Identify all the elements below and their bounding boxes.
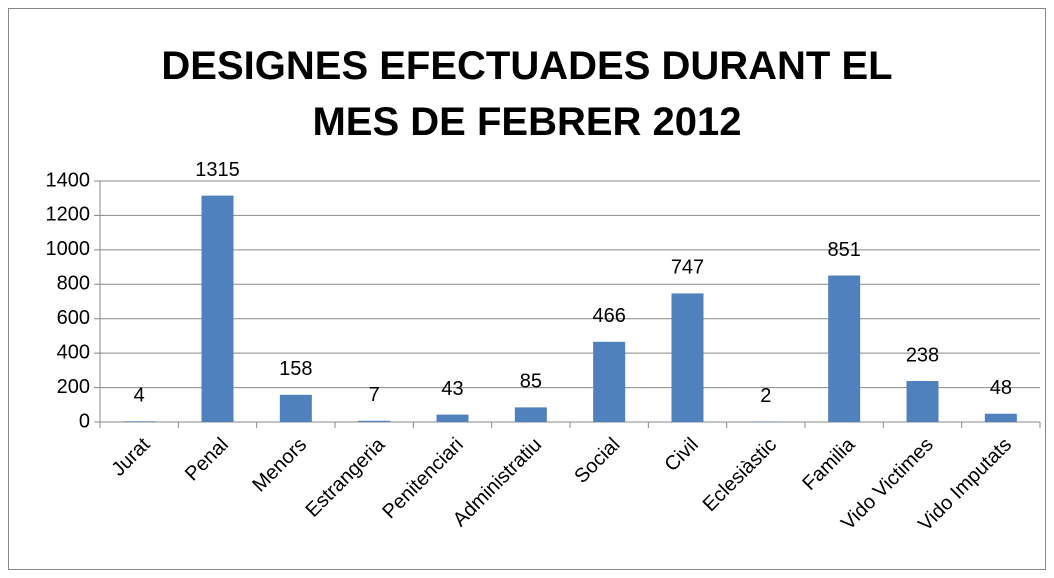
data-label: 158	[279, 358, 312, 380]
data-label: 4	[134, 385, 145, 407]
y-tick-label: 1200	[46, 204, 91, 226]
data-label: 43	[441, 378, 463, 400]
data-label: 2	[760, 385, 771, 407]
bar	[279, 394, 312, 422]
bar	[906, 381, 939, 422]
bar	[828, 275, 861, 422]
bar	[984, 413, 1017, 422]
chart-border	[8, 8, 1046, 570]
data-label: 48	[990, 377, 1012, 399]
data-label: 7	[369, 384, 380, 406]
bar	[514, 407, 547, 422]
data-label: 85	[520, 371, 542, 393]
bar	[436, 414, 469, 422]
y-tick-label: 600	[57, 307, 90, 329]
data-label: 238	[906, 344, 939, 366]
bar	[671, 293, 704, 422]
data-label: 747	[671, 257, 704, 279]
y-tick-label: 400	[57, 341, 90, 363]
chart-title: DESIGNES EFECTUADES DURANT EL MES DE FEB…	[161, 44, 893, 144]
bar	[593, 341, 626, 422]
y-tick-label: 0	[79, 410, 90, 432]
bar	[358, 420, 391, 422]
bar	[201, 195, 234, 422]
y-tick-label: 1000	[46, 238, 91, 260]
data-label: 466	[592, 305, 625, 327]
y-tick-label: 800	[57, 273, 90, 295]
y-tick-label: 1400	[46, 169, 91, 191]
data-label: 1315	[195, 159, 240, 181]
y-tick-label: 200	[57, 376, 90, 398]
bar	[123, 421, 156, 422]
data-label: 851	[827, 239, 860, 261]
